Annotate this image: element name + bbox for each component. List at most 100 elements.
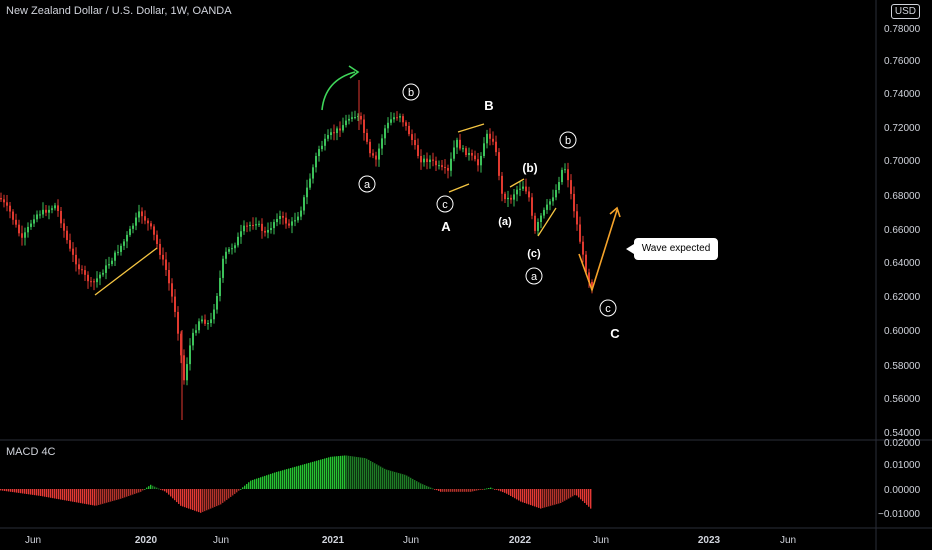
macd-bar: [260, 477, 262, 489]
macd-bar: [490, 487, 492, 489]
candle-body: [3, 199, 5, 203]
candle-body: [261, 223, 263, 231]
macd-bar: [150, 484, 152, 489]
price-tick: 0.60000: [884, 326, 921, 337]
macd-bar: [396, 472, 398, 489]
currency-badge[interactable]: USD: [890, 4, 920, 19]
candle-body: [102, 272, 104, 275]
candle-body: [480, 155, 482, 166]
price-tick: 0.58000: [884, 361, 921, 372]
macd-bar: [442, 489, 444, 492]
macd-bar: [74, 489, 76, 503]
price-tick: 0.72000: [884, 123, 921, 134]
candle-body: [339, 128, 341, 131]
macd-bar: [438, 489, 440, 491]
macd-bar: [482, 489, 484, 490]
macd-bar: [376, 464, 378, 489]
macd-bar: [286, 469, 288, 489]
candle-body: [456, 139, 458, 148]
macd-bar: [38, 489, 40, 496]
axes: 0.78000 0.76000 0.74000 0.72000 0.70000 0.680…: [25, 24, 921, 546]
macd-bar: [458, 489, 460, 492]
macd-bar: [356, 456, 358, 489]
candle-body: [144, 216, 146, 221]
macd-bar: [84, 489, 86, 504]
candle-body: [69, 240, 71, 249]
candle-body: [333, 132, 335, 134]
macd-bar: [364, 458, 366, 489]
macd-bar: [132, 489, 134, 495]
macd-tick: 0.01000: [884, 460, 921, 471]
candle-body: [258, 223, 260, 225]
time-tick: Jun: [780, 535, 796, 546]
circled-wave-label: a: [358, 175, 376, 193]
macd-bar: [430, 487, 432, 489]
macd-bar: [324, 458, 326, 489]
macd-bar: [92, 489, 94, 506]
candle-body: [294, 220, 296, 222]
candle-body: [93, 281, 95, 283]
macd-bar: [100, 489, 102, 505]
candle-body: [537, 222, 539, 231]
candle-body: [276, 218, 278, 223]
macd-bar: [152, 485, 154, 489]
macd-bar: [280, 470, 282, 489]
candle-body: [579, 224, 581, 242]
macd-bar: [526, 489, 528, 504]
macd-bar: [336, 456, 338, 489]
candle-body: [165, 259, 167, 270]
candle-body: [285, 217, 287, 224]
macd-bar: [136, 489, 138, 494]
macd-bar: [428, 486, 430, 489]
macd-bar: [552, 489, 554, 506]
macd-bar: [298, 465, 300, 489]
price-tick: 0.66000: [884, 225, 921, 236]
macd-bar: [410, 477, 412, 489]
candle-body: [126, 234, 128, 242]
time-tick: Jun: [25, 535, 41, 546]
macd-bar: [230, 489, 232, 497]
macd-bar: [68, 489, 70, 501]
time-tick: 2023: [698, 535, 721, 546]
macd-bar: [416, 481, 418, 489]
macd-bar: [254, 479, 256, 489]
macd-bar: [118, 489, 120, 500]
macd-bar: [246, 483, 248, 489]
macd-histogram: [0, 455, 592, 513]
macd-bar: [474, 489, 476, 491]
macd-bar: [170, 489, 172, 497]
indicator-title[interactable]: MACD 4C: [6, 446, 56, 458]
candle-body: [270, 228, 272, 230]
candle-body: [240, 231, 242, 237]
macd-bar: [158, 488, 160, 490]
macd-bar: [560, 489, 562, 503]
candle-body: [33, 219, 35, 224]
candle-body: [474, 155, 476, 160]
candle-body: [195, 330, 197, 333]
candle-body: [405, 122, 407, 126]
macd-bar: [384, 468, 386, 489]
macd-bar: [558, 489, 560, 504]
wave-label: (a): [498, 216, 512, 228]
macd-bar: [422, 484, 424, 489]
macd-bar: [462, 489, 464, 492]
price-tick: 0.70000: [884, 156, 921, 167]
macd-bar: [120, 489, 122, 499]
candle-body: [504, 193, 506, 200]
time-tick: Jun: [403, 535, 419, 546]
candle-body: [489, 133, 491, 139]
candle-body: [210, 319, 212, 324]
trendline: [537, 207, 557, 237]
macd-bar: [88, 489, 90, 505]
candle-body: [189, 345, 191, 365]
candle-body: [408, 125, 410, 135]
macd-tick: 0.02000: [884, 438, 921, 449]
candle-body: [105, 265, 107, 273]
macd-bar: [338, 456, 340, 489]
macd-bar: [82, 489, 84, 504]
macd-bar: [72, 489, 74, 502]
macd-bar: [180, 489, 182, 506]
macd-bar: [8, 489, 10, 492]
candle-body: [552, 197, 554, 202]
